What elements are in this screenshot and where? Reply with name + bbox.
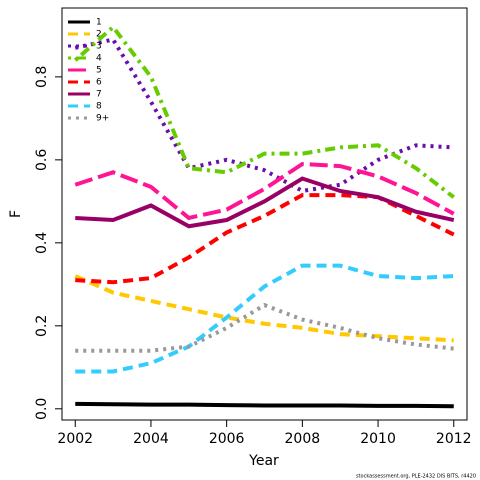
y-tick-label: 0.4 xyxy=(34,232,50,254)
series-line xyxy=(73,24,455,199)
y-tick-label: 0.8 xyxy=(34,66,50,88)
series-line xyxy=(75,263,454,374)
legend-label: 7 xyxy=(96,90,102,100)
x-tick-label: 2008 xyxy=(285,431,321,447)
series-line xyxy=(75,302,454,353)
series-line xyxy=(75,401,454,409)
series-line xyxy=(75,176,455,229)
series-line xyxy=(74,274,454,343)
x-tick-label: 2006 xyxy=(209,431,245,447)
legend-label: 5 xyxy=(96,66,102,76)
legend-label: 2 xyxy=(96,30,102,40)
legend-label: 4 xyxy=(96,54,102,64)
x-tick-label: 2012 xyxy=(436,431,472,447)
series-line xyxy=(74,161,455,221)
x-axis-label: Year xyxy=(248,453,279,469)
legend-label: 3 xyxy=(96,42,102,52)
legend-label: 6 xyxy=(96,78,102,88)
x-tick-label: 2004 xyxy=(133,431,169,447)
plot-frame xyxy=(61,7,468,421)
legend-label: 8 xyxy=(96,102,102,112)
y-tick-label: 0.6 xyxy=(34,149,50,171)
y-tick-label: 0.0 xyxy=(34,398,50,420)
legend-label: 1 xyxy=(96,18,102,28)
y-axis-label: F xyxy=(8,210,24,218)
x-tick-label: 2002 xyxy=(57,431,93,447)
footnote: stockassessment.org, PLE-2432 DIS BITS, … xyxy=(356,474,476,480)
legend-label: 9+ xyxy=(96,114,109,124)
series-line xyxy=(75,193,455,285)
x-tick-label: 2010 xyxy=(360,431,396,447)
y-tick-label: 0.2 xyxy=(34,315,50,337)
series-line xyxy=(74,37,454,194)
